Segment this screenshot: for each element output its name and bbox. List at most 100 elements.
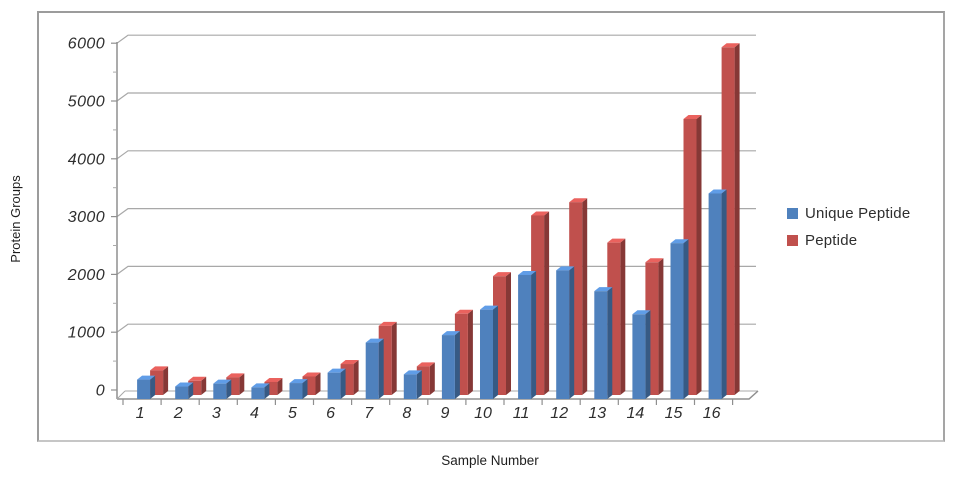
bar-unique-peptide-top [213, 379, 232, 384]
bar-unique-peptide [175, 386, 189, 399]
bar-peptide-top [340, 360, 359, 365]
bar-unique-peptide-top [251, 383, 270, 388]
bar-unique-peptide [441, 335, 455, 399]
bar-peptide-top [683, 114, 702, 119]
bar-peptide-side [239, 373, 245, 395]
bar-unique-peptide-top [175, 382, 194, 387]
bar-unique-peptide-top [403, 370, 422, 375]
x-axis-tick-label: 3 [212, 405, 221, 422]
bar-unique-peptide-side [416, 370, 422, 399]
x-axis-tick-label: 6 [326, 405, 335, 422]
bar-peptide-side [658, 258, 664, 395]
bar-unique-peptide [365, 342, 379, 399]
bar-peptide-side [163, 366, 169, 395]
bar-peptide-side [201, 376, 207, 395]
x-axis-tick-label: 15 [665, 405, 683, 422]
bar-peptide-top [150, 366, 169, 371]
bar-unique-peptide [327, 372, 341, 399]
bar-peptide-side [429, 362, 435, 395]
bar-unique-peptide [556, 270, 570, 399]
bar-unique-peptide [403, 374, 417, 399]
gridline [116, 92, 756, 102]
bar-peptide-side [467, 309, 473, 395]
bar-peptide-top [188, 376, 207, 381]
legend-item-unique-peptide: Unique Peptide [787, 205, 911, 222]
gridline [116, 150, 756, 160]
bar-unique-peptide-top [518, 270, 537, 275]
x-axis-tick-label: 5 [288, 405, 297, 422]
bar-peptide-top [226, 373, 245, 378]
bar-unique-peptide [670, 243, 684, 399]
bar-unique-peptide-side [645, 310, 651, 399]
bar-unique-peptide-side [378, 338, 384, 399]
legend-swatch-unique-peptide-icon [787, 208, 798, 219]
bar-peptide-top [721, 43, 740, 48]
bar-unique-peptide [632, 314, 646, 399]
x-axis-tick-label: 14 [627, 405, 645, 422]
bar-unique-peptide-top [441, 331, 460, 336]
y-axis-tick-label: 4000 [68, 151, 105, 168]
x-axis-tick-label: 4 [250, 405, 259, 422]
y-axis-tick-label: 1000 [68, 325, 105, 342]
bar-unique-peptide-top [632, 310, 651, 315]
bar-unique-peptide [251, 387, 265, 399]
x-axis-tick-label: 13 [588, 405, 606, 422]
x-axis-tick-label: 7 [364, 405, 374, 422]
bar-peptide-top [607, 238, 626, 243]
bar-peptide-side [391, 321, 397, 395]
bar-unique-peptide-side [264, 383, 270, 399]
bar-peptide-top [493, 272, 511, 277]
bar-unique-peptide-side [607, 287, 613, 399]
y-axis-tick-label: 0 [96, 383, 105, 400]
bar-peptide-side [544, 211, 550, 395]
bar-unique-peptide [213, 383, 227, 399]
x-axis-tick-label: 8 [402, 405, 411, 422]
bar-unique-peptide-top [480, 305, 498, 310]
bar-unique-peptide-side [226, 379, 232, 399]
y-axis-tick-label: 3000 [68, 209, 105, 226]
bar-unique-peptide [289, 383, 303, 399]
x-axis-tick-label: 16 [703, 405, 721, 422]
bar-unique-peptide-side [683, 239, 689, 399]
bar-peptide-side [506, 272, 511, 395]
bar-unique-peptide-side [493, 305, 498, 399]
x-axis-tick-label: 2 [173, 405, 183, 422]
bar-unique-peptide-top [365, 338, 384, 343]
bar-peptide-side [696, 114, 702, 396]
gridline [116, 34, 756, 44]
bar-unique-peptide-side [150, 375, 156, 399]
bar-unique-peptide-side [569, 266, 575, 399]
bar-peptide-top [378, 321, 397, 326]
bar-unique-peptide-top [137, 375, 156, 380]
legend-label-unique-peptide: Unique Peptide [805, 205, 911, 222]
bar-peptide-top [264, 377, 283, 382]
bar-peptide-top [302, 372, 321, 377]
bar-peptide-side [734, 43, 740, 396]
bar-unique-peptide-side [340, 368, 346, 399]
bar-peptide-top [645, 258, 664, 263]
bar-unique-peptide-top [670, 239, 689, 244]
y-axis-tick-label: 2000 [67, 267, 105, 284]
x-axis-tick-label: 12 [550, 405, 568, 422]
bar-unique-peptide-top [556, 266, 575, 271]
bar-unique-peptide-side [302, 379, 308, 399]
y-axis-title: Protein Groups [8, 175, 23, 263]
y-axis-tick-label: 6000 [68, 36, 105, 53]
legend-item-peptide: Peptide [787, 232, 910, 249]
bar-unique-peptide [480, 309, 493, 399]
bar-unique-peptide-side [188, 382, 194, 399]
bar-peptide-side [582, 198, 588, 395]
x-axis-tick-label: 11 [513, 405, 530, 422]
bar-unique-peptide [137, 379, 151, 399]
legend-swatch-peptide-icon [787, 235, 798, 246]
bar-unique-peptide-side [531, 270, 537, 399]
bar-peptide-side [315, 372, 321, 395]
bar-unique-peptide-top [327, 368, 346, 373]
bar-peptide-top [454, 309, 473, 314]
bar-unique-peptide [518, 274, 532, 399]
chart-frame: 0 1000 2000 3000 4000 5000 6000 1 2 3 4 5 6 7 8 9 10 11 12… [37, 11, 945, 442]
bar-peptide-top [531, 211, 550, 216]
bar-peptide-top [569, 198, 588, 203]
legend-label-peptide: Peptide [805, 232, 858, 249]
x-axis-tick-label: 10 [474, 405, 492, 422]
